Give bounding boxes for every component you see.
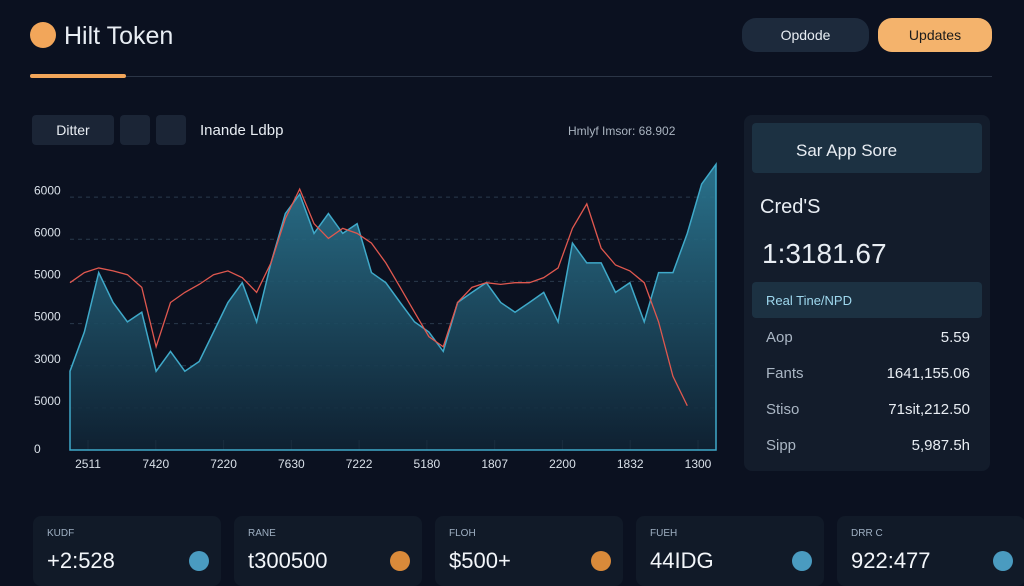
stat-card: FLOH $500+	[435, 516, 623, 586]
card-icon	[591, 551, 611, 571]
card-icon	[993, 551, 1013, 571]
y-tick-label: 5000	[34, 268, 61, 282]
stat-value: 5,987.5h	[911, 437, 970, 454]
card-value: $500+	[449, 548, 511, 573]
stat-key: Sipp	[766, 437, 797, 454]
card-icon	[792, 551, 812, 571]
chart-label: Inande Ldbp	[200, 122, 284, 139]
card-value: 44IDG	[650, 548, 714, 573]
stat-card: RANE t300500	[234, 516, 422, 586]
stat-key: Stiso	[766, 401, 800, 418]
card-label: DRR C	[851, 528, 883, 539]
tool-button[interactable]	[156, 115, 186, 145]
stat-row: Aop 5.59	[766, 329, 970, 346]
card-label: RANE	[248, 528, 276, 539]
stat-row: Sipp 5,987.5h	[766, 437, 970, 454]
chart: 0 5000 3000 5000 5000 6000 6000 2511 7420 7220 763…	[34, 161, 717, 471]
card-value: +2:528	[47, 548, 115, 573]
y-tick-label: 6000	[34, 183, 61, 197]
side-title: Sar App Sore	[796, 141, 898, 160]
card-label: KUDF	[47, 528, 75, 539]
stat-card: DRR C 922:477	[837, 516, 1024, 586]
stat-value: 71sit,212.50	[888, 401, 970, 418]
x-tick-label: 1807	[481, 457, 508, 471]
x-tick-label: 7630	[278, 457, 305, 471]
side-label: Cred'S	[760, 196, 821, 218]
stat-card: KUDF +2:528	[33, 516, 221, 586]
card-icon	[189, 551, 209, 571]
tab-indicator	[30, 74, 126, 78]
x-tick-label: 5180	[414, 457, 441, 471]
filter-button[interactable]: Ditter	[32, 115, 114, 145]
x-tick-label: 7420	[142, 457, 169, 471]
y-tick-label: 5000	[34, 394, 61, 408]
x-tick-label: 1832	[617, 457, 644, 471]
info: Hmlyf Imsor: 68.902	[568, 124, 676, 138]
side-value: 1:3181.67	[762, 238, 887, 269]
button-label: Updates	[908, 27, 962, 43]
side-header	[752, 123, 982, 173]
button-label: Opdode	[780, 27, 831, 43]
card-value: 922:477	[851, 548, 931, 573]
stat-row: Fants 1641,155.06	[766, 365, 970, 382]
card-value: t300500	[248, 548, 328, 573]
button[interactable]: Updates	[878, 18, 992, 52]
side-sub: Real Tine/NPD	[766, 293, 852, 308]
y-tick-label: 6000	[34, 225, 61, 239]
button[interactable]: Opdode	[742, 18, 869, 52]
y-tick-label: 0	[34, 442, 41, 456]
stat-key: Fants	[766, 365, 804, 382]
line	[69, 187, 688, 407]
x-tick-label: 2511	[75, 457, 101, 471]
card-icon	[390, 551, 410, 571]
stat-card: FUEH 44IDG	[636, 516, 824, 586]
title: Hilt Token	[64, 22, 174, 50]
y-tick-label: 3000	[34, 352, 61, 366]
x-tick-label: 2200	[549, 457, 576, 471]
divider	[30, 76, 992, 77]
area	[69, 161, 717, 451]
card-label: FUEH	[650, 528, 678, 539]
stat-value: 1641,155.06	[886, 365, 970, 382]
card-label: FLOH	[449, 528, 476, 539]
side-sub-bar	[752, 282, 982, 318]
stat-value: 5.59	[940, 329, 970, 346]
x-tick-label: 7220	[210, 457, 237, 471]
logo	[30, 22, 56, 48]
stat-row: Stiso 71sit,212.50	[766, 401, 970, 418]
stat-key: Aop	[766, 329, 793, 346]
search-button[interactable]	[120, 115, 150, 145]
button-label: Ditter	[56, 122, 90, 138]
y-tick-label: 5000	[34, 310, 61, 324]
x-tick-label: 1300	[685, 457, 712, 471]
x-tick-label: 7222	[346, 457, 373, 471]
